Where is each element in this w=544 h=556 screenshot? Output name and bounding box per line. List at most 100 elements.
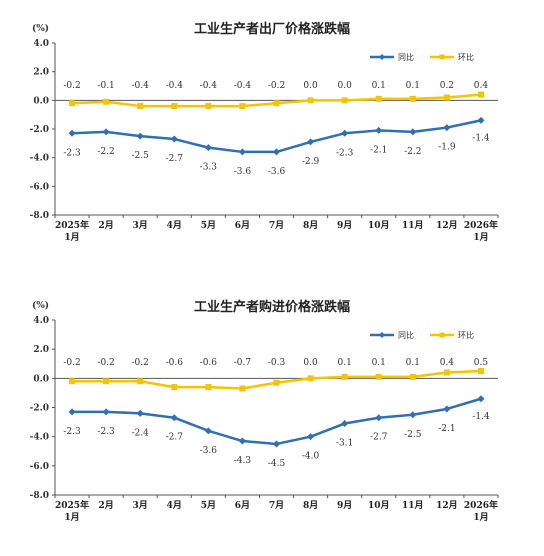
data-label-mom: -0.3 <box>268 358 286 368</box>
x-tick-label: 7月 <box>269 220 284 231</box>
x-tick-label: 8月 <box>303 220 318 231</box>
x-tick-label: 5月 <box>201 500 216 511</box>
ppi-output-chart-svg: 工业生产者出厂价格涨跌幅 (%) 4.0 2.0 0.0 -2.0 -4.0 -6.0 -8.0… <box>30 21 499 243</box>
data-point-1 <box>239 385 246 392</box>
data-point-0 <box>443 405 451 413</box>
data-point-0 <box>273 440 280 448</box>
y-tick-label: 2.0 <box>33 345 49 355</box>
x-tick-label: 4月 <box>167 220 182 231</box>
data-label-yoy: -2.3 <box>336 148 354 158</box>
data-point-0 <box>68 129 76 137</box>
data-point-1 <box>137 103 144 110</box>
y-tick-label: 0.0 <box>33 374 49 384</box>
data-point-1 <box>409 373 416 380</box>
ppi-input-chart: 工业生产者购进价格涨跌幅 (%) 4.0 2.0 0.0 -2.0 -4.0 -6.0 -8.0… <box>0 278 544 554</box>
data-label-mom: 0.5 <box>474 358 489 368</box>
data-label-mom: 0.1 <box>337 358 351 368</box>
y-tick-label: 2.0 <box>33 68 49 78</box>
chart-title: 工业生产者购进价格涨跌幅 <box>194 299 350 315</box>
data-point-0 <box>409 128 417 136</box>
data-label-yoy: -2.3 <box>97 427 115 437</box>
data-label-yoy: -3.6 <box>234 167 252 177</box>
ppi-input-chart-svg: 工业生产者购进价格涨跌幅 (%) 4.0 2.0 0.0 -2.0 -4.0 -6.0 -8.0… <box>30 299 499 523</box>
ppi-output-chart: 工业生产者出厂价格涨跌幅 (%) 4.0 2.0 0.0 -2.0 -4.0 -6.0 -8.0… <box>0 0 544 270</box>
legend-marker-0 <box>379 332 385 338</box>
y-tick-label: 4.0 <box>33 316 49 326</box>
data-label-mom: -0.2 <box>63 81 80 91</box>
y-tick-label: 0.0 <box>33 96 49 106</box>
data-point-0 <box>307 138 315 146</box>
y-axis-unit: (%) <box>32 300 49 311</box>
data-point-0 <box>341 420 349 428</box>
data-label-mom: -0.2 <box>97 358 114 368</box>
x-tick-label: 3月 <box>133 220 148 231</box>
data-point-1 <box>477 91 484 98</box>
data-point-0 <box>68 408 76 416</box>
x-tick-label: 11月 <box>402 220 424 231</box>
data-point-0 <box>273 148 280 156</box>
data-label-yoy: -3.1 <box>336 439 353 449</box>
legend-label-0: 同比 <box>398 52 414 62</box>
data-point-1 <box>307 97 314 104</box>
data-point-0 <box>477 395 485 403</box>
data-label-mom: -0.4 <box>132 81 150 91</box>
data-point-1 <box>341 97 348 104</box>
data-point-1 <box>205 103 212 110</box>
y-tick-label: 4.0 <box>33 39 49 49</box>
data-label-mom: -0.7 <box>234 358 252 368</box>
data-point-1 <box>375 95 382 102</box>
data-label-mom: -0.2 <box>132 358 149 368</box>
data-point-0 <box>307 433 315 441</box>
data-label-mom: -0.6 <box>200 358 218 368</box>
data-point-0 <box>204 427 212 435</box>
data-label-mom: -0.6 <box>166 358 184 368</box>
data-point-1 <box>103 98 110 105</box>
data-point-0 <box>136 132 144 140</box>
y-tick-label: -2.0 <box>30 404 49 414</box>
data-label-yoy: -2.9 <box>302 157 320 167</box>
data-point-0 <box>204 144 212 152</box>
y-tick-label: -6.0 <box>30 462 49 472</box>
y-tick-label: -2.0 <box>30 125 49 135</box>
x-tick-label: 6月 <box>235 220 250 231</box>
x-tick-label: 2025年 1月 <box>55 499 89 523</box>
data-label-yoy: -2.2 <box>97 147 114 157</box>
data-point-1 <box>171 103 178 110</box>
data-label-mom: 0.4 <box>440 358 455 368</box>
data-label-yoy: -3.6 <box>200 446 218 456</box>
x-tick-label: 11月 <box>402 500 424 511</box>
data-label-yoy: -2.1 <box>438 424 455 434</box>
y-tick-label: -8.0 <box>30 211 49 221</box>
legend-label-1: 环比 <box>458 330 474 340</box>
legend-marker-1 <box>439 54 445 60</box>
legend-marker-1 <box>439 332 445 338</box>
x-tick-label: 5月 <box>201 220 216 231</box>
data-point-0 <box>238 437 246 445</box>
data-point-0 <box>136 409 144 417</box>
x-tick-label: 2025年 1月 <box>55 219 89 243</box>
data-label-yoy: -4.0 <box>302 452 320 462</box>
x-tick-label: 3月 <box>133 500 148 511</box>
data-point-0 <box>375 414 383 422</box>
y-tick-label: -6.0 <box>30 182 49 192</box>
data-point-1 <box>69 378 76 385</box>
data-label-yoy: -2.5 <box>404 430 422 440</box>
y-tick-label: -4.0 <box>30 154 49 164</box>
data-point-0 <box>443 124 451 132</box>
data-label-yoy: -2.7 <box>370 433 388 443</box>
y-axis-unit: (%) <box>32 23 49 34</box>
x-tick-label: 10月 <box>368 220 390 231</box>
data-label-yoy: -2.3 <box>63 148 81 158</box>
data-label-mom: -0.4 <box>166 81 184 91</box>
x-tick-label: 10月 <box>368 500 390 511</box>
legend-label-0: 同比 <box>398 330 414 340</box>
data-point-0 <box>102 128 110 136</box>
data-point-0 <box>375 126 383 134</box>
x-tick-label: 12月 <box>436 500 458 511</box>
data-label-mom: -0.1 <box>97 81 114 91</box>
chart-title: 工业生产者出厂价格涨跌幅 <box>194 21 350 37</box>
data-point-1 <box>205 384 212 391</box>
data-label-yoy: -4.3 <box>234 456 252 466</box>
data-point-0 <box>409 411 417 419</box>
y-tick-label: -4.0 <box>30 433 49 443</box>
